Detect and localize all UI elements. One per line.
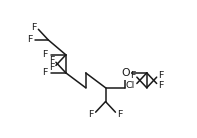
Text: F: F xyxy=(158,81,164,90)
Text: F: F xyxy=(88,110,94,119)
Text: F: F xyxy=(49,56,54,65)
Text: F: F xyxy=(27,35,32,44)
Text: Cl: Cl xyxy=(126,81,135,90)
Text: F: F xyxy=(43,50,48,59)
Text: F: F xyxy=(31,23,37,32)
Text: F: F xyxy=(117,110,123,119)
Text: F: F xyxy=(43,68,48,77)
Text: F: F xyxy=(130,71,135,80)
Text: O: O xyxy=(121,68,130,78)
Text: F: F xyxy=(49,63,54,72)
Text: F: F xyxy=(158,71,164,80)
